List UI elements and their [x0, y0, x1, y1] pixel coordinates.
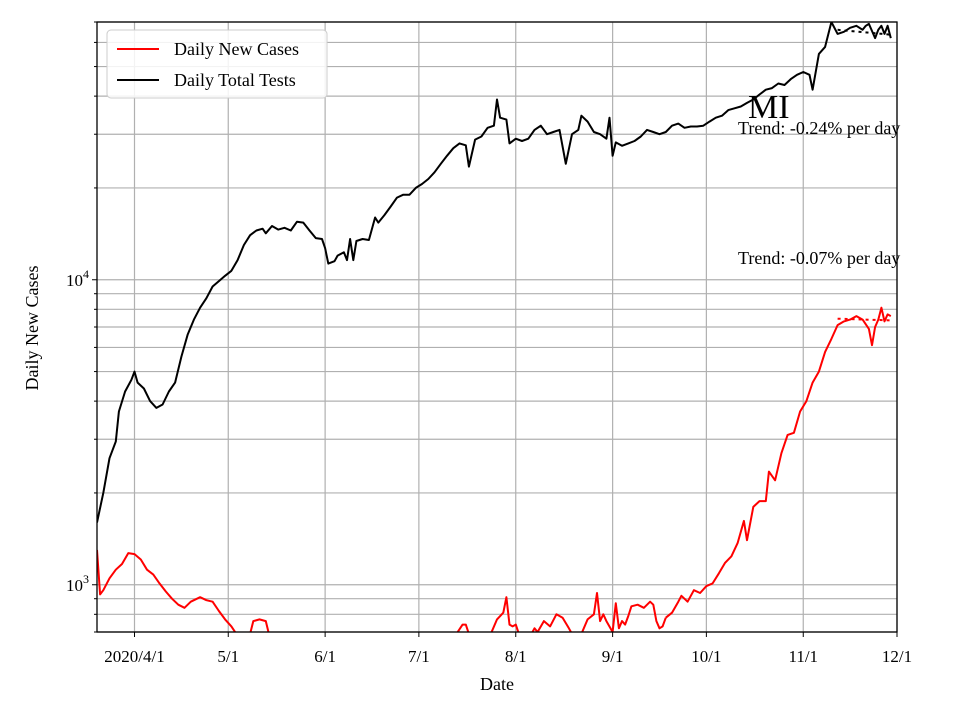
- series-line-cases: [490, 596, 520, 632]
- trend-annotation-cases: Trend: -0.07% per day: [738, 248, 900, 268]
- y-tick-label: 104: [66, 267, 89, 290]
- trend-annotation-tests: Trend: -0.24% per day: [738, 118, 900, 138]
- x-tick-label: 7/1: [408, 647, 430, 666]
- series-layer: [97, 22, 892, 632]
- legend-label-tests: Daily Total Tests: [174, 70, 296, 90]
- x-tick-label: 5/1: [217, 647, 239, 666]
- series-line-cases: [665, 306, 892, 619]
- y-tick-label: 103: [66, 572, 89, 595]
- y-axis-label: Daily New Cases: [22, 266, 42, 391]
- x-axis-label: Date: [480, 674, 514, 694]
- grid: [97, 21, 898, 633]
- trend-line-cases: [837, 317, 891, 322]
- x-tick-label: 11/1: [788, 647, 818, 666]
- series-line-cases: [249, 618, 270, 632]
- series-line-tests: [97, 22, 892, 523]
- legend-label-cases: Daily New Cases: [174, 39, 299, 59]
- series-line-cases: [456, 623, 470, 632]
- x-tick-label: 2020/4/1: [104, 647, 164, 666]
- x-tick-label: 12/1: [882, 647, 912, 666]
- series-line-cases: [97, 549, 237, 632]
- series-line-cases: [531, 613, 573, 632]
- x-tick-label: 9/1: [602, 647, 624, 666]
- ticks: 2020/4/1 5/1 6/1 7/1 8/1 9/1 10/1 11/1 12/1 103 10…: [66, 21, 912, 666]
- legend-box: [106, 29, 328, 99]
- x-tick-label: 8/1: [505, 647, 527, 666]
- x-tick-label: 10/1: [691, 647, 721, 666]
- state-label: MI: [748, 89, 790, 126]
- series-line-cases: [581, 592, 667, 632]
- legend: Daily New Cases Daily Total Tests: [106, 29, 328, 99]
- x-tick-label: 6/1: [314, 647, 336, 666]
- trend-line-tests: [837, 28, 891, 36]
